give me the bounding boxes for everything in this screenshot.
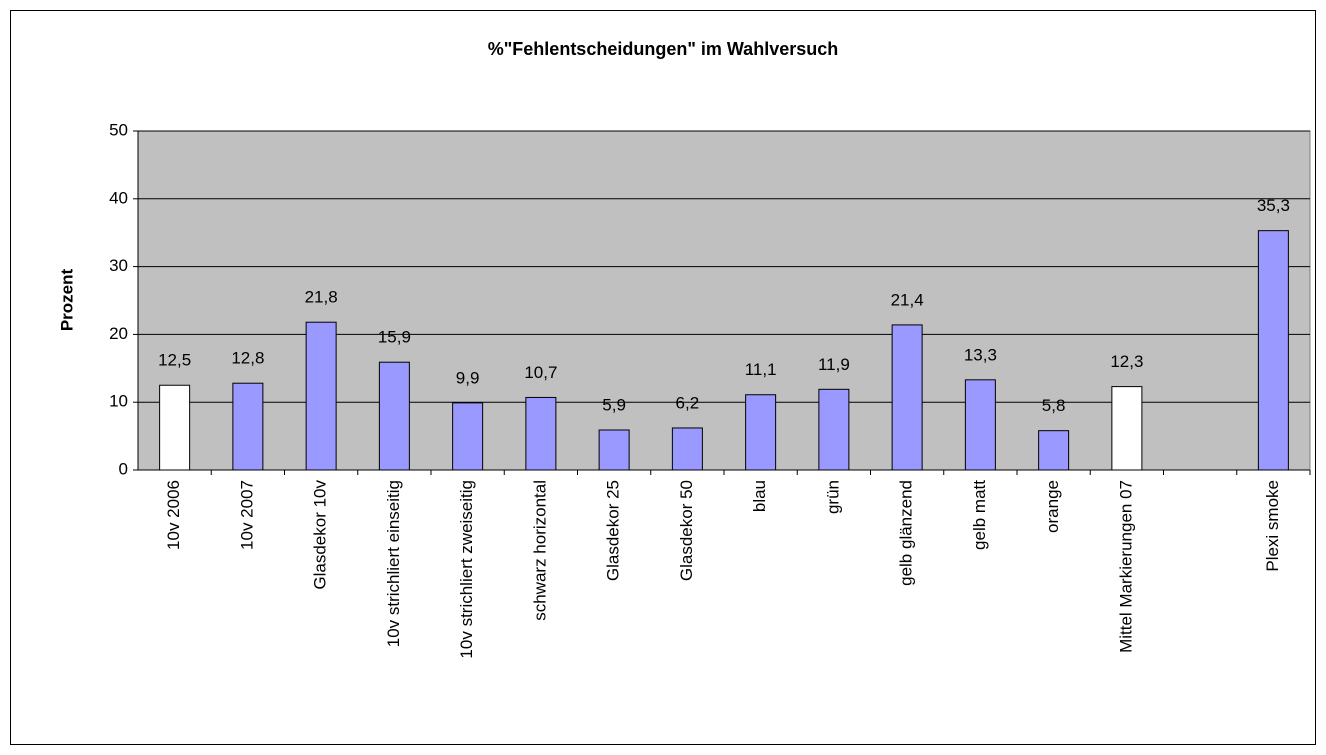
x-tick-label: schwarz horizontal [530,480,549,621]
bar [378,361,410,471]
bar [232,382,264,471]
x-tick-label: Glasdekor 25 [604,480,623,581]
data-label: 35,3 [1257,196,1290,215]
bar [598,429,630,471]
bar [1257,230,1289,471]
y-tick-label: 40 [109,188,128,207]
data-label: 12,3 [1110,352,1143,371]
bar [964,379,996,471]
bar [305,321,337,471]
bar [745,394,777,471]
x-tick-label: 10v strichliert einseitig [384,480,403,647]
data-label: 11,9 [818,355,850,374]
x-tick-label: gelb glänzend [897,480,916,586]
data-label: 21,4 [891,290,924,309]
bar [1111,386,1143,471]
x-tick-label: gelb matt [970,480,989,550]
chart-title: %"Fehlentscheidungen" im Wahlversuch [488,39,838,59]
y-tick-label: 20 [109,324,128,343]
x-tick-label: Glasdekor 50 [677,480,696,581]
data-label: 12,5 [158,351,191,370]
bar [452,402,484,471]
x-tick-label: Mittel Markierungen 07 [1116,480,1135,653]
data-label: 10,7 [524,363,557,382]
data-label: 13,3 [964,345,997,364]
data-label: 5,8 [1042,396,1066,415]
data-label: 12,8 [231,349,264,368]
y-axis-label: Prozent [57,268,76,331]
x-tick-label: 10v strichliert zweiseitig [457,480,476,659]
bar [159,384,191,471]
data-label: 11,1 [745,360,777,379]
bar [671,427,703,471]
x-tick-label: grün [823,480,842,514]
y-tick-label: 0 [119,459,128,478]
x-tick-label: 10v 2006 [164,480,183,550]
data-label: 5,9 [602,395,626,414]
data-label: 6,2 [676,393,700,412]
data-label: 15,9 [378,328,411,347]
x-tick-label: Glasdekor 10v [311,480,330,590]
y-tick-label: 50 [109,120,128,139]
y-tick-label: 30 [109,256,128,275]
bar [525,396,557,471]
x-tick-label: orange [1043,480,1062,533]
bar [1038,430,1070,471]
x-tick-label: 10v 2007 [237,480,256,550]
y-tick-label: 10 [109,392,128,411]
x-tick-label: Plexi smoke [1263,480,1282,572]
bar [818,388,850,471]
x-tick-label: blau [750,480,769,512]
data-label: 21,8 [305,288,338,307]
data-label: 9,9 [456,368,480,387]
bar [891,324,923,471]
